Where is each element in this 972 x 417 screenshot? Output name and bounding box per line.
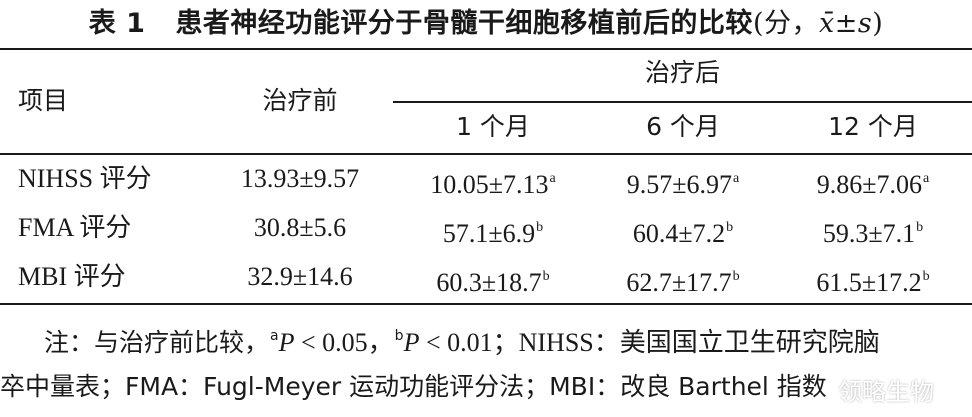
row-name: FMA 评分 <box>18 213 132 242</box>
unit-open: (分， <box>752 8 819 39</box>
unit-stat: x̄±s <box>818 8 873 39</box>
cell-6m: 60.4±7.2b <box>632 219 734 248</box>
subheader-rule <box>393 101 972 103</box>
watermark: 领略生物 <box>838 378 934 406</box>
header-after-12m: 12 个月 <box>828 112 918 141</box>
sig-mark: a <box>549 171 556 186</box>
cell-1m: 57.1±6.9b <box>442 219 544 248</box>
cell-12m: 59.3±7.1b <box>822 219 924 248</box>
header-after: 治疗后 <box>644 58 720 87</box>
sig-mark: b <box>726 220 734 235</box>
header-rule <box>0 153 972 155</box>
header-before: 治疗前 <box>262 86 338 115</box>
footnote-line-2: 卒中量表；FMA：Fugl-Meyer 运动功能评分法；MBI：改良 Barth… <box>0 372 827 401</box>
row-name: NIHSS 评分 <box>18 164 152 193</box>
cell-before: 30.8±5.6 <box>253 213 347 242</box>
table-label: 表 1 <box>88 8 146 39</box>
cell-1m: 60.3±18.7b <box>436 268 550 297</box>
header-item: 项目 <box>18 86 69 115</box>
cell-1m: 10.05±7.13a <box>430 170 556 199</box>
top-rule <box>0 48 972 50</box>
sig-mark: a <box>923 171 930 186</box>
cell-before: 13.93±9.57 <box>240 164 360 193</box>
cell-6m: 9.57±6.97a <box>626 170 740 199</box>
sig-mark: b <box>922 269 930 284</box>
sig-mark: b <box>536 220 544 235</box>
table-title-text: 患者神经功能评分于骨髓干细胞移植前后的比较 <box>175 8 753 39</box>
cell-6m: 62.7±17.7b <box>626 268 740 297</box>
header-after-6m: 6 个月 <box>646 112 720 141</box>
unit-close: ) <box>872 8 884 39</box>
row-name: MBI 评分 <box>18 262 126 291</box>
cell-before: 32.9±14.6 <box>247 262 353 291</box>
header-after-1m: 1 个月 <box>456 112 530 141</box>
sig-mark: b <box>542 269 550 284</box>
cell-12m: 9.86±7.06a <box>816 170 930 199</box>
bottom-rule <box>0 303 972 305</box>
footnote-line-1: 注：与治疗前比较，aP < 0.05，bP < 0.01；NIHSS：美国国立卫… <box>44 328 880 357</box>
sig-mark: b <box>732 269 740 284</box>
sig-mark: b <box>916 220 924 235</box>
table-title: 表 1 患者神经功能评分于骨髓干细胞移植前后的比较(分，x̄±s) <box>0 4 972 44</box>
sig-mark: a <box>733 171 740 186</box>
cell-12m: 61.5±17.2b <box>816 268 930 297</box>
